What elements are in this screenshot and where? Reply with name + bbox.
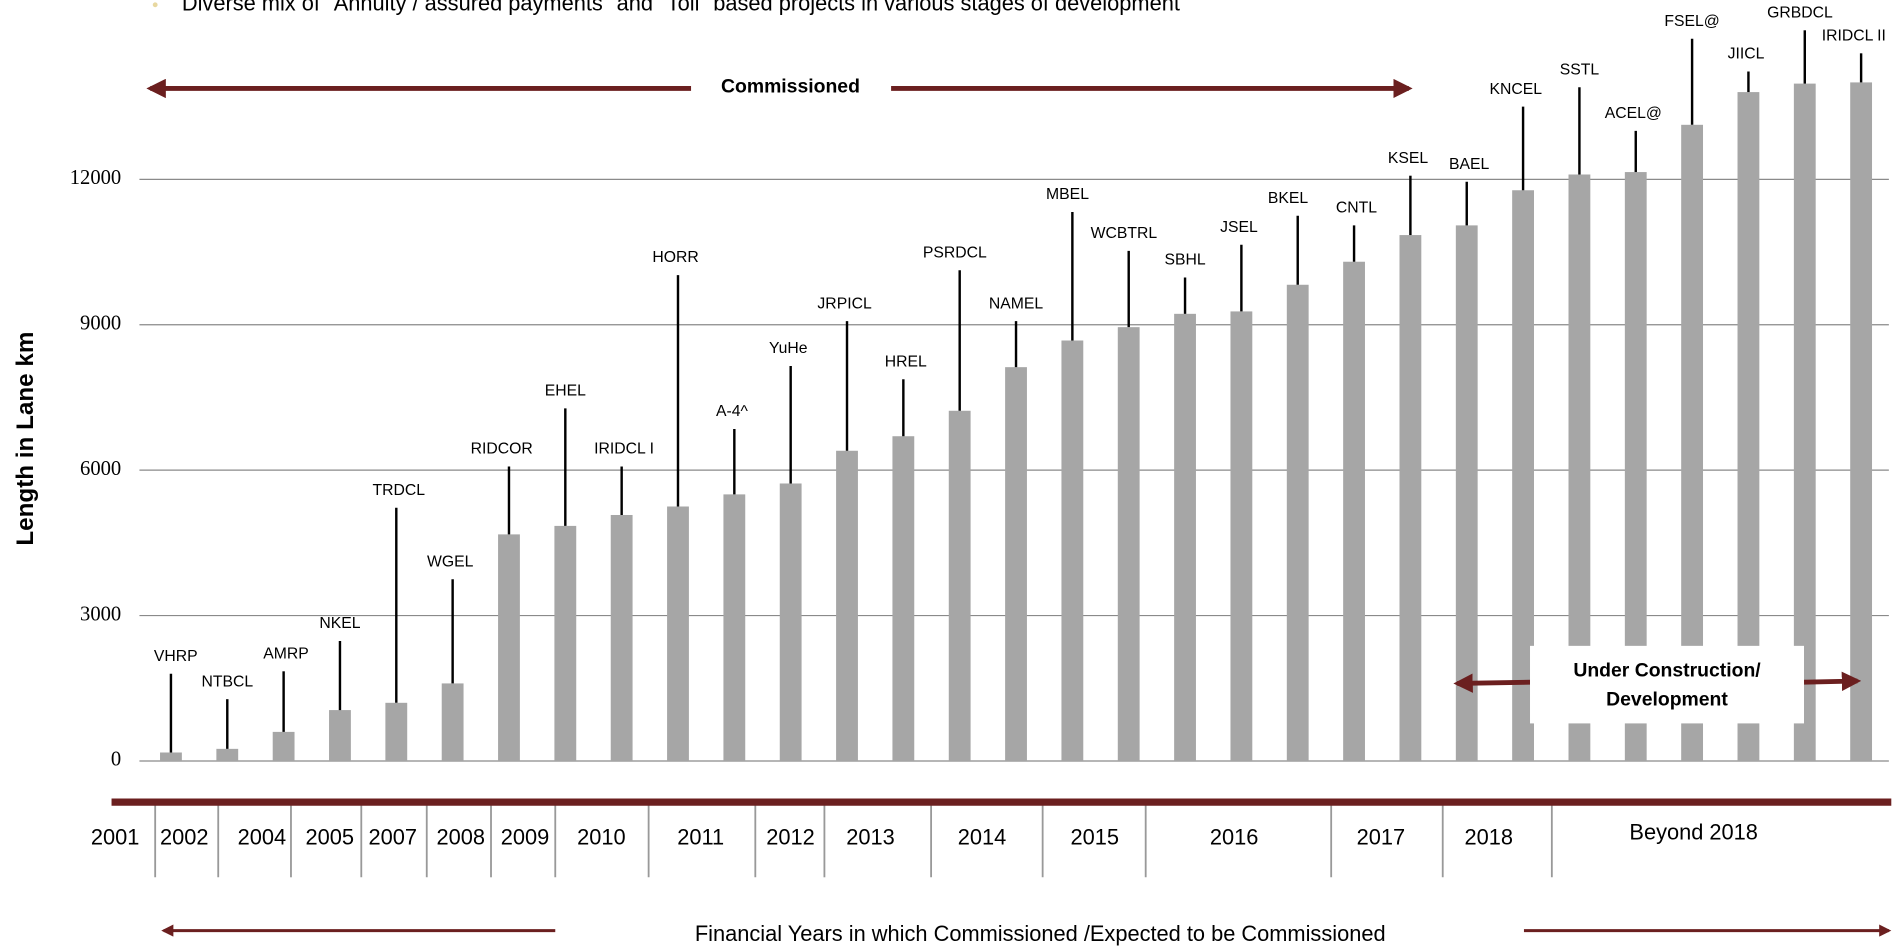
year-label: 2005 xyxy=(306,824,355,849)
bar-label: IRIDCL II xyxy=(1822,28,1886,45)
year-label: 2007 xyxy=(369,824,418,849)
bar-label: NKEL xyxy=(319,615,360,632)
bar-label: WGEL xyxy=(427,553,474,570)
bar-label: YuHe xyxy=(769,340,808,357)
bar xyxy=(216,748,239,761)
commissioned-label: Commissioned xyxy=(721,75,860,97)
year-label: 2011 xyxy=(677,824,724,849)
bar-label: HORR xyxy=(652,249,698,266)
y-tick-label: 12000 xyxy=(70,167,121,189)
bar xyxy=(441,683,464,761)
bar-label: HREL xyxy=(885,353,927,370)
bar-label: BAEL xyxy=(1449,156,1490,173)
bar xyxy=(1624,172,1647,761)
bar xyxy=(385,702,408,761)
bar xyxy=(498,534,520,761)
subtitle: Diverse mix of "Annuity / assured paymen… xyxy=(182,0,1180,16)
bar-label: KNCEL xyxy=(1490,81,1543,98)
y-tick-label: 3000 xyxy=(80,603,121,625)
bar xyxy=(272,731,295,761)
bar xyxy=(1286,284,1309,761)
bar xyxy=(1399,235,1422,761)
bar-label: EHEL xyxy=(545,383,586,400)
under-construction-label: Under Construction/ xyxy=(1573,659,1761,681)
bar xyxy=(1568,174,1591,761)
bar xyxy=(1737,92,1760,761)
year-label: 2014 xyxy=(958,824,1007,849)
bar-label: JIICL xyxy=(1728,46,1765,63)
year-label: 2015 xyxy=(1071,824,1120,849)
bar-label: NAMEL xyxy=(989,295,1044,312)
bar-label: SSTL xyxy=(1560,61,1600,78)
bar xyxy=(1230,311,1253,761)
bar-label: FSEL@ xyxy=(1664,13,1719,30)
bar xyxy=(1061,340,1084,761)
bar-label: NTBCL xyxy=(201,673,253,690)
bar-label: IRIDCL I xyxy=(594,441,654,458)
year-label: Beyond 2018 xyxy=(1629,819,1758,844)
bar-label: AMRP xyxy=(263,645,309,662)
year-label: 2013 xyxy=(846,824,895,849)
year-label: 2009 xyxy=(501,824,550,849)
bar-label: A-4^ xyxy=(716,403,749,420)
year-label: 2016 xyxy=(1210,824,1259,849)
bar-label: KSEL xyxy=(1388,150,1429,167)
bar-label: GRBDCL xyxy=(1767,4,1833,21)
bar-label: JRPICL xyxy=(817,295,872,312)
bar-label: MBEL xyxy=(1046,186,1089,203)
bar-label: RIDCOR xyxy=(471,441,533,458)
y-tick-label: 0 xyxy=(111,749,121,771)
bar-label: CNTL xyxy=(1336,200,1377,217)
bar-label: ACEL@ xyxy=(1605,105,1662,122)
bar-label: JSEL xyxy=(1220,219,1258,236)
arrow xyxy=(1453,673,1531,693)
bar xyxy=(1850,82,1873,761)
bar xyxy=(892,436,915,761)
y-axis-label: Length in Lane km xyxy=(12,332,39,546)
bar-label: TRDCL xyxy=(372,482,425,499)
y-tick-label: 6000 xyxy=(80,458,121,480)
bar xyxy=(554,525,577,761)
year-label: 2017 xyxy=(1357,824,1406,849)
bar-label: PSRDCL xyxy=(923,244,987,261)
bar xyxy=(1117,327,1140,761)
bar xyxy=(1343,261,1365,761)
bar xyxy=(1005,367,1027,761)
bar-label: SBHL xyxy=(1164,252,1205,269)
bar xyxy=(610,514,633,761)
bar xyxy=(836,450,858,761)
year-label: 2012 xyxy=(766,824,815,849)
bar xyxy=(779,483,802,761)
year-label: 2010 xyxy=(577,824,626,849)
bar xyxy=(1793,83,1816,761)
annotation-box xyxy=(1530,645,1805,724)
bar xyxy=(1174,313,1196,761)
year-label: 2018 xyxy=(1465,824,1514,849)
bar xyxy=(667,506,689,761)
bar xyxy=(160,752,182,761)
year-label: 2004 xyxy=(238,824,287,849)
bar xyxy=(948,410,971,761)
bar-label: VHRP xyxy=(154,648,198,665)
x-axis-label: Financial Years in which Commissioned /E… xyxy=(695,921,1386,946)
bar-label: BKEL xyxy=(1268,190,1309,207)
year-label: 2008 xyxy=(436,824,485,849)
bar xyxy=(1681,124,1704,761)
bar-label: WCBTRL xyxy=(1091,225,1158,242)
year-label: 2002 xyxy=(160,824,209,849)
bar xyxy=(1455,225,1478,761)
bar xyxy=(723,494,746,761)
bar xyxy=(1512,190,1534,761)
bullet xyxy=(152,2,158,8)
arrow xyxy=(1803,671,1862,692)
year-label: 2001 xyxy=(91,824,140,849)
bar xyxy=(329,710,351,761)
under-construction-label: Development xyxy=(1606,689,1728,711)
y-tick-label: 9000 xyxy=(80,312,121,334)
